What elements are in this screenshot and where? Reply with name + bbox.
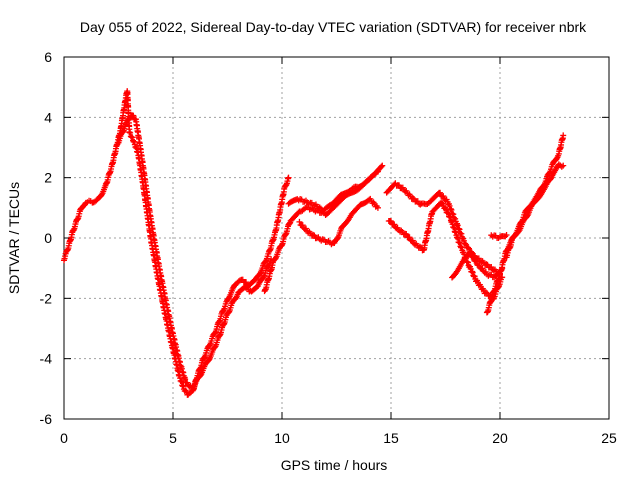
data-point (334, 235, 341, 242)
data-point (473, 258, 480, 265)
data-point (403, 231, 410, 238)
data-point (470, 272, 477, 279)
data-point (120, 128, 127, 135)
y-tick-label: 0 (44, 230, 52, 246)
data-point (388, 218, 394, 225)
data-point (316, 204, 323, 211)
data-point (184, 379, 191, 386)
data-point (560, 162, 567, 169)
y-tick-label: 6 (44, 49, 52, 65)
data-point (560, 132, 567, 139)
y-tick-label: -4 (40, 351, 53, 367)
data-series (61, 88, 567, 398)
x-tick-label: 15 (383, 430, 399, 446)
series-arc-i (488, 231, 510, 242)
x-axis-label: GPS time / hours (281, 457, 388, 473)
data-point (299, 222, 306, 229)
x-tick-label: 0 (60, 430, 68, 446)
series-arc-e (296, 195, 381, 248)
y-tick-label: 4 (44, 109, 52, 125)
data-point (469, 269, 476, 276)
data-point (374, 204, 381, 211)
y-tick-label: -2 (40, 290, 53, 306)
data-point (482, 289, 489, 296)
data-point (445, 210, 452, 217)
data-point (130, 112, 137, 119)
data-point (409, 237, 416, 244)
data-point (417, 201, 424, 208)
data-point (378, 163, 385, 170)
data-point (379, 162, 386, 169)
data-point (243, 279, 250, 286)
data-point (406, 234, 413, 241)
chart-title: Day 055 of 2022, Sidereal Day-to-day VTE… (80, 19, 587, 35)
data-point (468, 268, 475, 275)
data-point (503, 231, 510, 238)
y-axis-label: SDTVAR / TECUs (6, 182, 22, 294)
data-point (465, 244, 472, 251)
series-arc-f (383, 180, 503, 278)
x-tick-label: 10 (274, 430, 290, 446)
data-point (302, 225, 309, 232)
y-tick-labels: 6 4 2 0 -2 -4 -6 (40, 49, 53, 427)
data-point (440, 193, 447, 200)
data-point (130, 137, 137, 144)
data-point (129, 134, 136, 141)
series-arc-b (115, 112, 275, 394)
data-point (391, 221, 398, 228)
data-point (201, 354, 208, 361)
data-point (285, 174, 292, 181)
data-point (439, 200, 446, 207)
data-point (296, 218, 303, 225)
x-tick-label: 20 (492, 430, 508, 446)
y-tick-label: -6 (40, 411, 53, 427)
data-point (467, 250, 474, 257)
data-point (414, 198, 421, 205)
data-point (444, 209, 451, 216)
data-point (471, 273, 478, 280)
axis-ticks (63, 56, 610, 420)
x-tick-label: 25 (601, 430, 617, 446)
data-point (396, 182, 403, 189)
data-point (499, 274, 506, 281)
series-arc-d (285, 162, 386, 215)
data-point (127, 129, 134, 136)
x-tick-labels: 0 5 10 15 20 25 (60, 430, 617, 446)
data-point (476, 262, 483, 269)
y-tick-label: 2 (44, 170, 52, 186)
data-point (479, 265, 486, 272)
data-point (467, 265, 474, 272)
series-arc-g (385, 199, 506, 302)
data-point (409, 195, 416, 202)
data-point (464, 259, 471, 266)
x-tick-label: 5 (169, 430, 177, 446)
data-point (416, 243, 423, 250)
series-arc-k (483, 161, 567, 316)
data-point (462, 240, 469, 247)
data-point (437, 189, 444, 196)
data-point (470, 254, 477, 261)
